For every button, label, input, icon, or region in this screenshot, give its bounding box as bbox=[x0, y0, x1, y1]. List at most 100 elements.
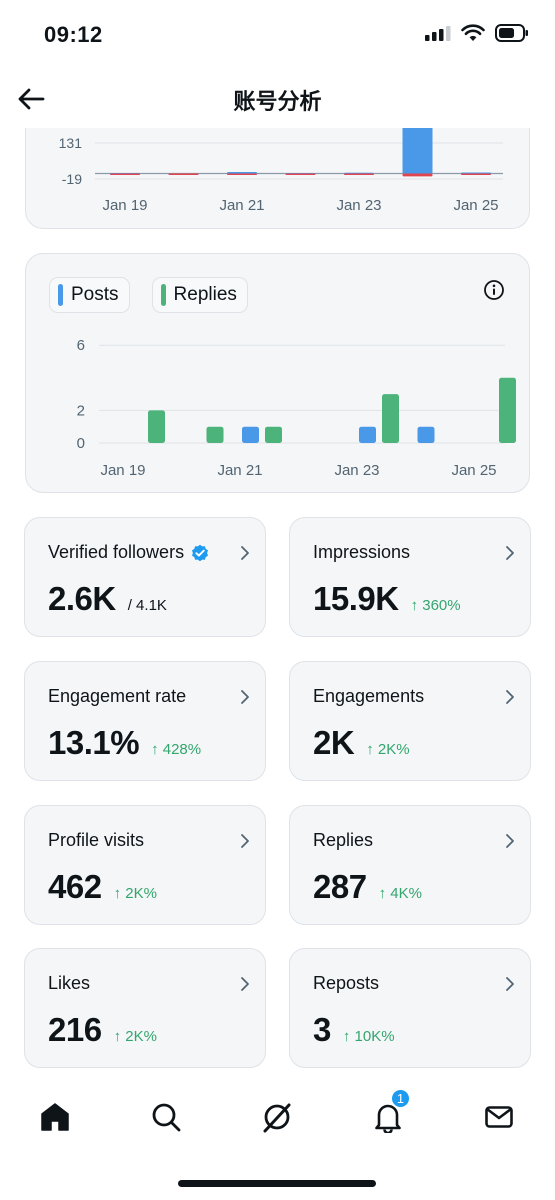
status-icons bbox=[425, 24, 529, 42]
chevron-right-icon bbox=[241, 546, 249, 560]
stat-title: Replies bbox=[313, 830, 374, 850]
replies-bar bbox=[381, 393, 399, 443]
stat-value: 2K bbox=[313, 724, 355, 761]
chevron-right-icon bbox=[241, 690, 249, 704]
y-tick-label: 0 bbox=[76, 435, 84, 452]
posts-swatch bbox=[58, 284, 63, 306]
bottom-tab-bar: 1 bbox=[0, 1085, 555, 1147]
stat-delta: ↑ 4K% bbox=[378, 885, 422, 902]
chevron-right-icon bbox=[506, 834, 514, 848]
negative-bar bbox=[285, 173, 315, 175]
stat-title: Verified followers bbox=[48, 542, 209, 563]
tab-notifications[interactable]: 1 bbox=[366, 1088, 411, 1139]
negative-bar bbox=[460, 173, 491, 175]
stat-card-replies[interactable]: Replies 287 ↑ 4K% bbox=[289, 805, 531, 925]
x-tick-label: Jan 19 bbox=[102, 197, 147, 214]
stat-value: 15.9K bbox=[313, 580, 399, 617]
stat-delta: ↑ 2K% bbox=[113, 885, 157, 902]
stat-delta: ↑ 2K% bbox=[113, 1028, 157, 1045]
stat-title: Engagements bbox=[313, 686, 425, 706]
y-tick-label: 6 bbox=[76, 337, 84, 354]
posts-replies-chart-card: Posts Replies 6 2 0 Jan 19 Jan 21 Jan 23 Jan 2… bbox=[25, 253, 530, 493]
legend-posts[interactable]: Posts bbox=[49, 277, 130, 313]
stat-title: Engagement rate bbox=[48, 686, 187, 706]
grok-icon bbox=[263, 1103, 291, 1133]
posts-bar bbox=[417, 426, 434, 443]
wifi-icon bbox=[461, 24, 485, 41]
stat-title: Profile visits bbox=[48, 830, 145, 850]
negative-bar bbox=[109, 173, 140, 175]
stat-value: 216 bbox=[48, 1011, 102, 1048]
stat-delta: ↑ 10K% bbox=[342, 1028, 395, 1045]
notification-badge: 1 bbox=[390, 1088, 411, 1109]
posts-bar bbox=[241, 426, 259, 443]
stat-value: 13.1% bbox=[48, 724, 140, 761]
status-bar: 09:12 bbox=[0, 0, 555, 70]
tab-home[interactable] bbox=[33, 1095, 77, 1139]
tab-grok[interactable] bbox=[255, 1095, 299, 1139]
negative-bar bbox=[168, 173, 198, 175]
stat-value: 3 bbox=[313, 1011, 331, 1048]
info-icon[interactable] bbox=[483, 279, 505, 301]
replies-swatch bbox=[160, 284, 166, 306]
replies-bar bbox=[147, 409, 165, 443]
replies-bar bbox=[206, 426, 223, 443]
stat-value: 462 bbox=[48, 868, 102, 905]
chevron-right-icon bbox=[241, 977, 249, 991]
stat-title: Likes bbox=[48, 973, 91, 993]
x-tick-label: Jan 25 bbox=[453, 197, 498, 214]
stat-title: Impressions bbox=[313, 542, 411, 562]
stat-card-impressions[interactable]: Impressions 15.9K ↑ 360% bbox=[289, 517, 531, 637]
search-icon bbox=[152, 1103, 181, 1132]
x-tick-label: Jan 21 bbox=[217, 462, 262, 479]
x-tick-label: Jan 19 bbox=[100, 462, 145, 479]
stat-card-engagements[interactable]: Engagements 2K ↑ 2K% bbox=[289, 661, 531, 781]
home-icon bbox=[41, 1103, 69, 1131]
stat-card-reposts[interactable]: Reposts 3 ↑ 10K% bbox=[289, 948, 531, 1068]
stat-delta: ↑ 360% bbox=[410, 597, 461, 614]
y-tick-label: 131 bbox=[58, 135, 82, 151]
positive-bar bbox=[226, 172, 257, 174]
negative-bar bbox=[226, 173, 257, 175]
legend-replies-label: Replies bbox=[173, 284, 237, 305]
stat-total: / 4.1K bbox=[127, 597, 167, 614]
home-indicator bbox=[178, 1180, 376, 1187]
back-arrow-icon bbox=[18, 88, 45, 110]
y-tick-label: -19 bbox=[61, 171, 81, 187]
back-button[interactable] bbox=[14, 82, 48, 116]
posts-replies-chart: 6 2 0 Jan 19 Jan 21 Jan 23 Jan 25 bbox=[76, 337, 516, 479]
stat-delta: ↑ 428% bbox=[151, 741, 202, 758]
posts-bar bbox=[358, 426, 376, 443]
stat-delta: ↑ 2K% bbox=[366, 741, 410, 758]
stat-card-engagement-rate[interactable]: Engagement rate 13.1% ↑ 428% bbox=[24, 661, 266, 781]
chevron-right-icon bbox=[506, 977, 514, 991]
battery-icon bbox=[495, 24, 528, 42]
x-tick-label: Jan 23 bbox=[334, 462, 379, 479]
legend-replies[interactable]: Replies bbox=[151, 277, 248, 313]
messages-icon bbox=[485, 1106, 513, 1128]
x-tick-label: Jan 23 bbox=[336, 197, 381, 214]
tab-search[interactable] bbox=[144, 1095, 188, 1139]
stat-card-likes[interactable]: Likes 216 ↑ 2K% bbox=[24, 948, 266, 1068]
stat-value: 2.6K bbox=[48, 580, 116, 617]
status-time: 09:12 bbox=[44, 22, 103, 47]
y-tick-label: 2 bbox=[76, 402, 84, 419]
negative-bar bbox=[343, 173, 374, 175]
chevron-right-icon bbox=[506, 546, 514, 560]
stat-title: Reposts bbox=[313, 973, 380, 993]
replies-bar bbox=[498, 377, 516, 443]
page-title: 账号分析 bbox=[233, 90, 322, 115]
cellular-signal-icon bbox=[425, 26, 451, 41]
stat-card-profile-visits[interactable]: Profile visits 462 ↑ 2K% bbox=[24, 805, 266, 925]
app-header: 账号分析 bbox=[0, 70, 555, 128]
x-tick-label: Jan 25 bbox=[451, 462, 496, 479]
notifications-icon bbox=[375, 1104, 401, 1133]
stat-value: 287 bbox=[313, 868, 367, 905]
legend-posts-label: Posts bbox=[71, 284, 119, 305]
chevron-right-icon bbox=[241, 834, 249, 848]
x-tick-label: Jan 21 bbox=[219, 197, 264, 214]
verified-badge-icon bbox=[192, 544, 209, 561]
tab-messages[interactable] bbox=[477, 1095, 521, 1139]
chevron-right-icon bbox=[506, 690, 514, 704]
stat-card-verified-followers[interactable]: Verified followers 2.6K / 4.1K bbox=[24, 517, 266, 637]
